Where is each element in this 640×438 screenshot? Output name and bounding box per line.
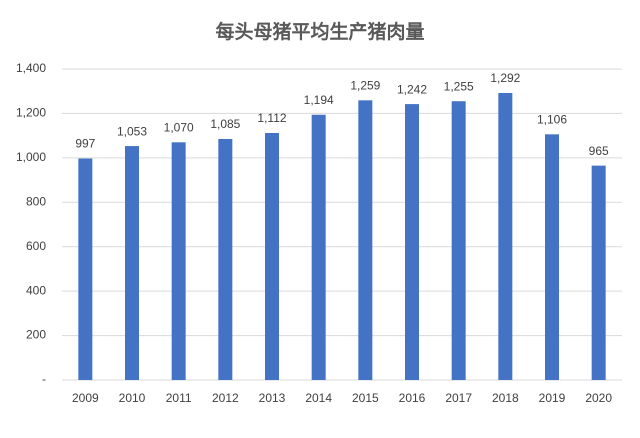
y-tick-label: 1,000: [16, 150, 46, 164]
y-tick-label: 1,200: [16, 106, 46, 120]
x-tick-label: 2009: [72, 391, 99, 405]
bar: [358, 100, 373, 380]
x-tick-label: 2013: [259, 391, 286, 405]
y-tick-label: 600: [26, 239, 46, 253]
y-tick-label: 1,400: [16, 61, 46, 75]
x-tick-label: 2017: [445, 391, 472, 405]
data-label: 1,259: [350, 78, 380, 92]
data-label: 997: [75, 137, 95, 151]
y-tick-label: -: [42, 372, 46, 386]
y-tick-label: 200: [26, 328, 46, 342]
x-tick-label: 2016: [399, 391, 426, 405]
x-tick-label: 2011: [166, 391, 192, 405]
bar: [311, 114, 326, 381]
x-tick-label: 2012: [212, 391, 239, 405]
x-tick-label: 2019: [539, 391, 566, 405]
bar: [218, 138, 233, 380]
data-label: 1,194: [304, 93, 334, 107]
chart-title: 每头母猪平均生产猪肉量: [215, 20, 424, 43]
bar: [405, 104, 419, 380]
bar: [78, 158, 93, 380]
data-label: 1,112: [257, 111, 286, 125]
data-label: 1,255: [444, 79, 474, 93]
bar: [171, 142, 186, 380]
x-tick-label: 2014: [305, 391, 332, 405]
bar: [451, 101, 466, 380]
data-label: 965: [589, 144, 609, 158]
bar: [265, 132, 279, 380]
x-tick-label: 2010: [119, 391, 146, 405]
x-tick-label: 2020: [585, 391, 612, 405]
data-label: 1,292: [490, 71, 520, 85]
data-label: 1,053: [117, 124, 147, 138]
data-label: 1,242: [397, 82, 427, 96]
bar: [545, 134, 559, 380]
x-tick-label: 2018: [492, 391, 519, 405]
y-tick-label: 400: [26, 283, 46, 297]
y-tick-label: 800: [26, 194, 46, 208]
bar: [591, 165, 606, 380]
data-label: 1,070: [164, 120, 194, 134]
data-label: 1,106: [537, 112, 567, 126]
bar: [498, 92, 513, 381]
bar: [125, 146, 139, 380]
data-label: 1,085: [210, 117, 240, 131]
x-tick-label: 2015: [352, 391, 379, 405]
